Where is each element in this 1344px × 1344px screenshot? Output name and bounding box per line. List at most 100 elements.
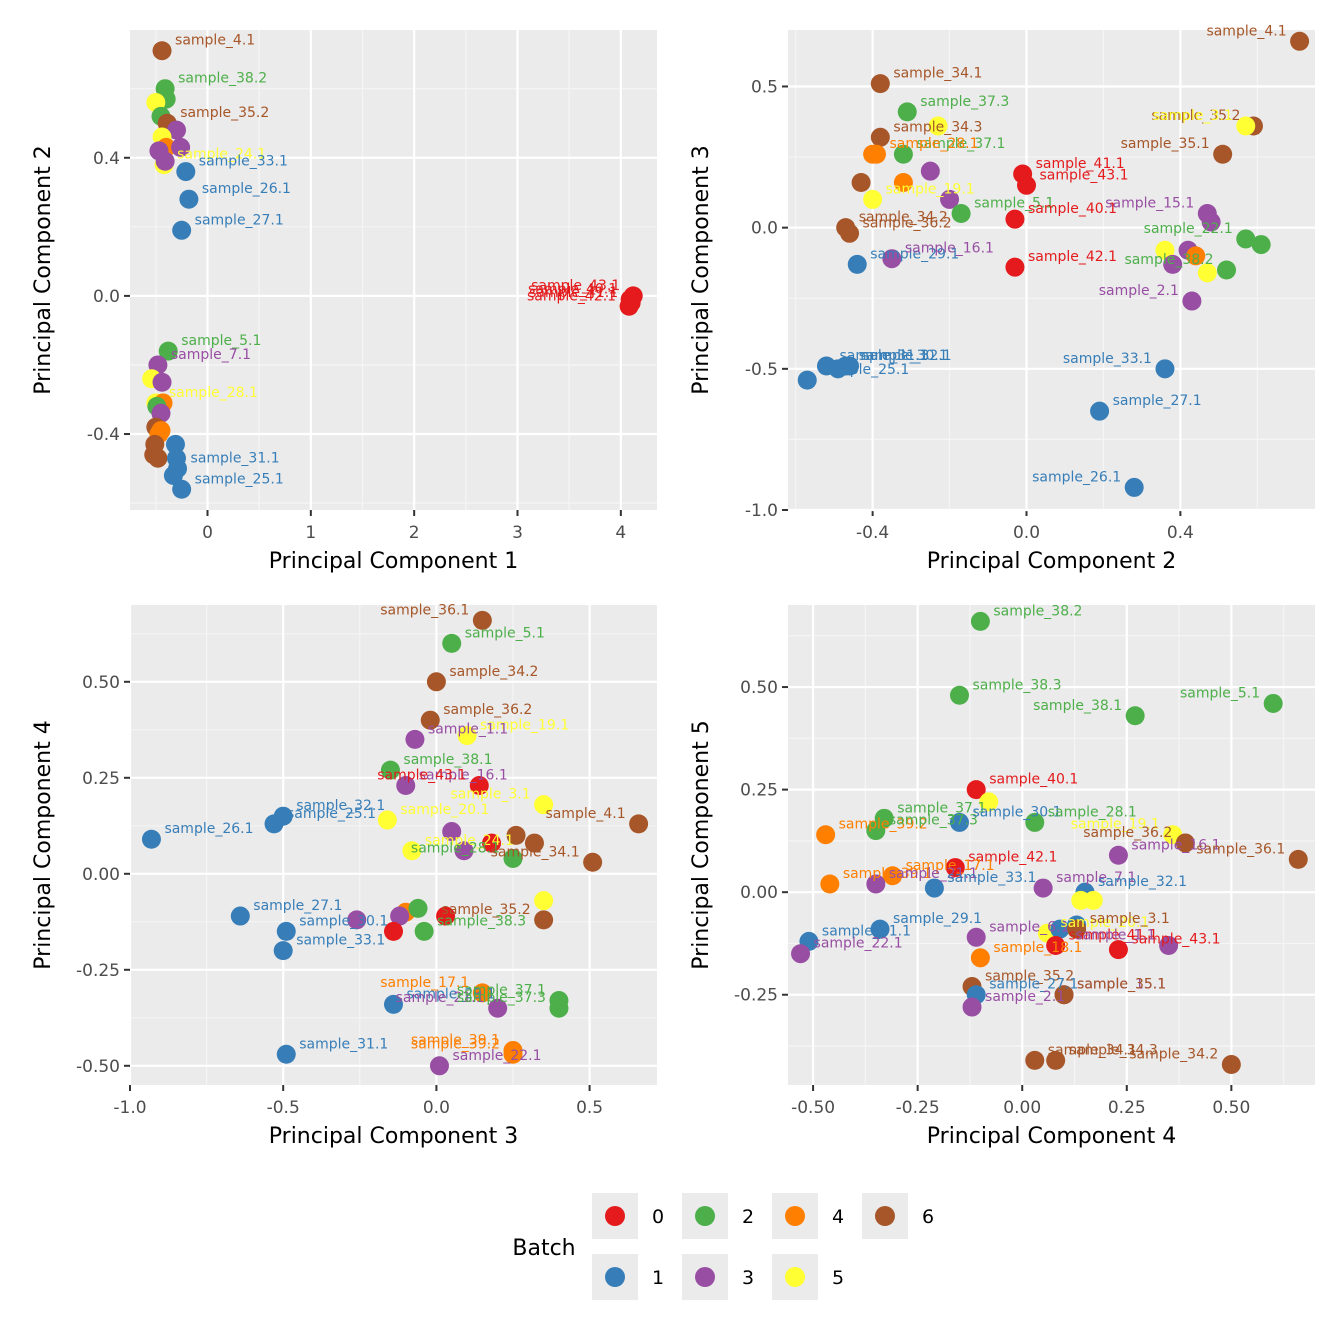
data-point — [1108, 845, 1128, 865]
data-point — [152, 41, 172, 61]
data-point — [1251, 235, 1271, 255]
data-point — [1046, 936, 1066, 956]
data-point — [524, 833, 544, 853]
data-point — [1090, 401, 1110, 421]
data-point — [1175, 833, 1195, 853]
point-label: sample_25.1 — [287, 806, 376, 822]
data-point — [1025, 812, 1045, 832]
data-point — [152, 372, 172, 392]
point-label: sample_37.3 — [920, 94, 1009, 110]
point-label: sample_41.1 — [529, 285, 618, 301]
point-label: sample_38.3 — [437, 913, 526, 929]
data-point — [1288, 849, 1308, 869]
x-tick-label: 0.4 — [1167, 523, 1194, 543]
plot-background — [130, 30, 657, 510]
plot-background — [788, 605, 1315, 1085]
point-label: sample_7.1 — [171, 347, 251, 363]
data-point — [402, 841, 422, 861]
point-label: sample_5.1 — [974, 196, 1054, 212]
x-axis-title: Principal Component 4 — [927, 1124, 1176, 1149]
data-point — [482, 833, 502, 853]
y-tick-label: 0.50 — [740, 678, 778, 698]
data-point — [503, 848, 523, 868]
data-point — [1083, 890, 1103, 910]
point-label: sample_36.1 — [1196, 841, 1285, 857]
points-layer — [141, 610, 649, 1076]
point-label: sample_43.1 — [1131, 932, 1220, 948]
point-label: sample_36.2 — [443, 702, 532, 718]
point-label: sample_3.1 — [1153, 108, 1233, 124]
point-label: sample_27.1 — [1113, 393, 1202, 409]
x-tick-label: 0.0 — [1013, 523, 1040, 543]
y-axis-title: Principal Component 5 — [689, 720, 714, 969]
x-axis-title: Principal Component 3 — [269, 1124, 518, 1149]
point-label: sample_22.1 — [452, 1048, 541, 1064]
y-axis-title: Principal Component 4 — [31, 720, 56, 969]
y-tick-label: 0.50 — [82, 673, 120, 693]
data-point — [472, 610, 492, 630]
point-label: sample_34.1 — [491, 844, 580, 860]
data-point — [1201, 212, 1221, 232]
data-point — [1290, 31, 1310, 51]
point-label: sample_40.1 — [1028, 201, 1117, 217]
data-point — [176, 162, 196, 182]
point-label: sample_21.1 — [396, 990, 485, 1006]
legend-swatch — [695, 1267, 715, 1287]
panel-4: -0.50 -0.25 0.00 0.25 0.50 -0.25 0.00 0.25 0.50 P… — [689, 603, 1315, 1149]
y-tick-label: -0.25 — [734, 986, 778, 1006]
y-tick-label: -0.50 — [76, 1057, 120, 1077]
point-label: sample_38.2 — [1124, 252, 1213, 268]
data-point — [851, 172, 871, 192]
legend-label: 0 — [652, 1206, 664, 1228]
x-tick-label: 3 — [512, 523, 523, 543]
x-tick-label: -0.50 — [791, 1098, 835, 1118]
data-point — [1033, 878, 1053, 898]
point-label: sample_38.2 — [178, 71, 267, 87]
x-tick-label: -0.4 — [856, 523, 889, 543]
data-point — [1005, 257, 1025, 277]
point-label: sample_19.1 — [480, 718, 569, 734]
point-label: sample_22.1 — [1144, 221, 1233, 237]
data-point — [816, 825, 836, 845]
data-point — [420, 710, 440, 730]
data-point — [1054, 985, 1074, 1005]
point-label: sample_35.2 — [985, 969, 1074, 985]
data-point — [949, 812, 969, 832]
data-point — [230, 906, 250, 926]
point-label: sample_19.1 — [886, 181, 975, 197]
point-label: sample_5.1 — [465, 625, 545, 641]
data-point — [396, 775, 416, 795]
data-point — [426, 672, 446, 692]
y-tick-label: 0.00 — [740, 883, 778, 903]
point-label: sample_3.1 — [450, 787, 530, 803]
point-label: sample_20.1 — [400, 802, 489, 818]
data-point — [1186, 246, 1206, 266]
y-axis-title: Principal Component 3 — [689, 145, 714, 394]
data-point — [1155, 359, 1175, 379]
data-point — [1046, 1050, 1066, 1070]
point-label: sample_22.1 — [814, 936, 903, 952]
point-label: sample_28.1 — [1048, 804, 1137, 820]
point-label: sample_33.1 — [1063, 351, 1152, 367]
x-axis-title: Principal Component 1 — [269, 549, 518, 574]
x-tick-label: -0.25 — [896, 1098, 940, 1118]
point-label: sample_16.1 — [1131, 837, 1220, 853]
panels: 0 1 2 3 4 -0.4 0.0 0.4 Principal Component 1 Prin… — [31, 23, 1315, 1149]
legend-label: 3 — [742, 1267, 754, 1289]
data-point — [405, 729, 425, 749]
point-label: sample_37.1 — [457, 983, 546, 999]
data-point — [866, 874, 886, 894]
labels-layer: sample_4.1 sample_34.1 sample_37.3 sample_3… — [820, 23, 1286, 485]
data-point — [273, 941, 293, 961]
labels-layer: sample_4.1 sample_38.2 sample_35.2 sample_2… — [169, 33, 620, 488]
data-point — [442, 633, 462, 653]
point-label: sample_31.1 — [839, 348, 928, 364]
data-point — [1124, 477, 1144, 497]
point-label: sample_30.1 — [859, 348, 948, 364]
legend-label: 4 — [832, 1206, 844, 1228]
data-point — [840, 223, 860, 243]
data-point — [1005, 209, 1025, 229]
data-point — [1182, 291, 1202, 311]
point-label: sample_5.1 — [1180, 685, 1260, 701]
point-label: sample_39.2 — [839, 817, 928, 833]
